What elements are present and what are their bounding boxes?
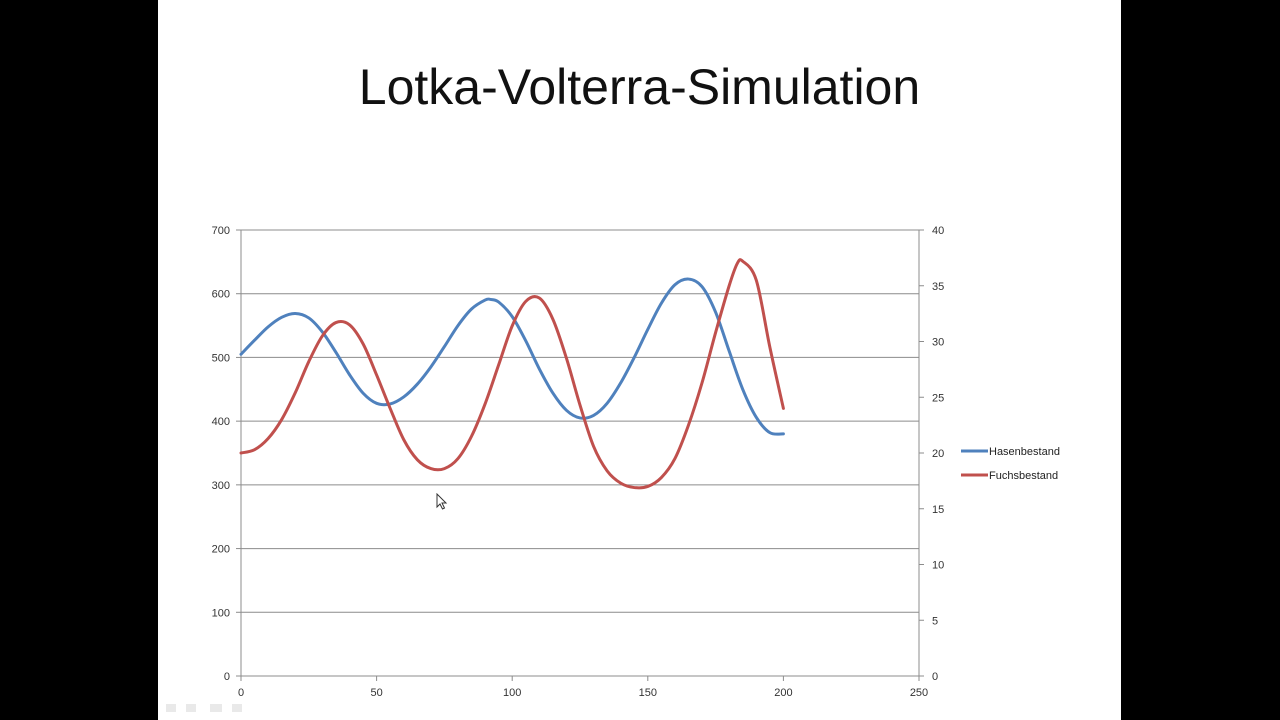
y2-tick-label: 40 <box>932 225 944 237</box>
x-tick-label: 0 <box>238 687 244 699</box>
x-tick-label: 50 <box>370 687 382 699</box>
y-tick-label: 600 <box>212 289 230 301</box>
series-lines <box>239 258 785 490</box>
y2-tick-label: 20 <box>932 448 944 460</box>
y-tick-label: 500 <box>212 352 230 364</box>
y2-tick-label: 10 <box>932 560 944 572</box>
y-tick-label: 700 <box>212 225 230 237</box>
x-tick-label: 150 <box>639 687 657 699</box>
gridlines <box>241 229 919 677</box>
slideshow-toolbar-icons <box>166 704 242 712</box>
y-tick-label: 400 <box>212 416 230 428</box>
x-tick-label: 250 <box>910 687 928 699</box>
y2-tick-label: 35 <box>932 281 944 293</box>
y2-tick-label: 15 <box>932 504 944 516</box>
legend: Hasenbestand Fuchsbestand <box>961 446 1060 482</box>
y-tick-label: 200 <box>212 544 230 556</box>
y-tick-label: 100 <box>212 607 230 619</box>
y2-tick-label: 30 <box>932 337 944 349</box>
x-tick-label: 100 <box>503 687 521 699</box>
y2-tick-label: 5 <box>932 615 938 627</box>
series-line-fuchsbestand <box>239 258 785 490</box>
series-line-hasenbestand <box>239 277 785 436</box>
legend-label-fuchsbestand: Fuchsbestand <box>989 470 1058 482</box>
y2-tick-label: 0 <box>932 671 938 683</box>
mouse-cursor-icon <box>436 493 448 510</box>
y-tick-label: 0 <box>224 671 230 683</box>
slide-title: Lotka-Volterra-Simulation <box>358 59 921 115</box>
x-tick-label: 200 <box>774 687 792 699</box>
legend-label-hasenbestand: Hasenbestand <box>989 446 1060 458</box>
slide: Lotka-Volterra-Simulation <box>158 0 1121 720</box>
y2-tick-label: 25 <box>932 392 944 404</box>
y-tick-label: 300 <box>212 480 230 492</box>
